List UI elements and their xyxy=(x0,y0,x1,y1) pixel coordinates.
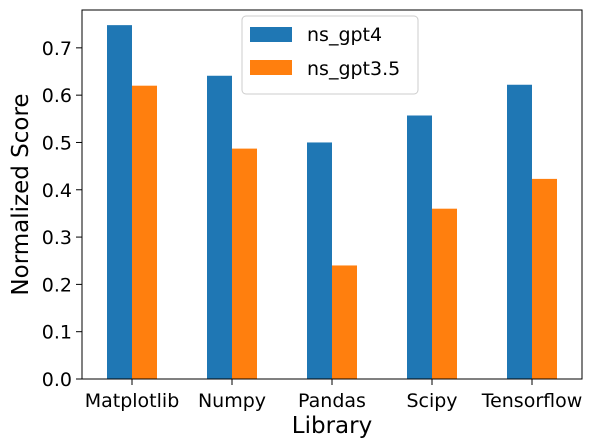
x-tick-label: Numpy xyxy=(198,390,266,412)
bar-ns_gpt4-Matplotlib xyxy=(107,25,132,380)
y-tick-label: 0.5 xyxy=(42,132,72,154)
legend-swatch-series-1 xyxy=(250,27,292,42)
y-tick-label: 0.0 xyxy=(42,369,72,391)
bar-ns_gpt4-Tensorflow xyxy=(507,84,532,379)
legend-label-series-1: ns_gpt4 xyxy=(307,24,382,46)
legend-swatch-series-2 xyxy=(250,60,292,75)
plot-frame xyxy=(81,9,583,380)
y-tick-label: 0.7 xyxy=(42,38,72,60)
legend: ns_gpt4 ns_gpt3.5 xyxy=(241,15,419,95)
x-tick-label: Scipy xyxy=(406,390,457,412)
y-tick-label: 0.4 xyxy=(42,180,72,202)
x-tick-label: Matplotlib xyxy=(85,390,180,412)
y-axis-label: Normalized Score xyxy=(8,93,34,295)
bar-ns_gpt3.5-Pandas xyxy=(332,265,357,379)
bar-ns_gpt4-Pandas xyxy=(307,142,332,379)
bars-layer xyxy=(107,25,557,380)
y-tick-label: 0.6 xyxy=(42,85,72,107)
x-tick-label: Tensorflow xyxy=(481,390,583,412)
x-axis-label: Library xyxy=(292,413,372,439)
y-tick-label: 0.2 xyxy=(42,274,72,296)
y-tick-label: 0.3 xyxy=(42,227,72,249)
y-axis: 0.0 0.1 0.2 0.3 0.4 0.5 0.6 0.7 xyxy=(42,38,82,391)
x-axis: Matplotlib Numpy Pandas Scipy Tensorflow xyxy=(85,379,583,412)
legend-label-series-2: ns_gpt3.5 xyxy=(307,58,400,80)
bar-ns_gpt4-Numpy xyxy=(207,75,232,379)
bar-ns_gpt3.5-Numpy xyxy=(232,148,257,379)
bar-ns_gpt4-Scipy xyxy=(407,115,432,379)
y-tick-label: 0.1 xyxy=(42,322,72,344)
bar-ns_gpt3.5-Matplotlib xyxy=(132,85,157,379)
x-tick-label: Pandas xyxy=(298,390,366,412)
bar-ns_gpt3.5-Tensorflow xyxy=(532,178,557,379)
bar-ns_gpt3.5-Scipy xyxy=(432,208,457,379)
